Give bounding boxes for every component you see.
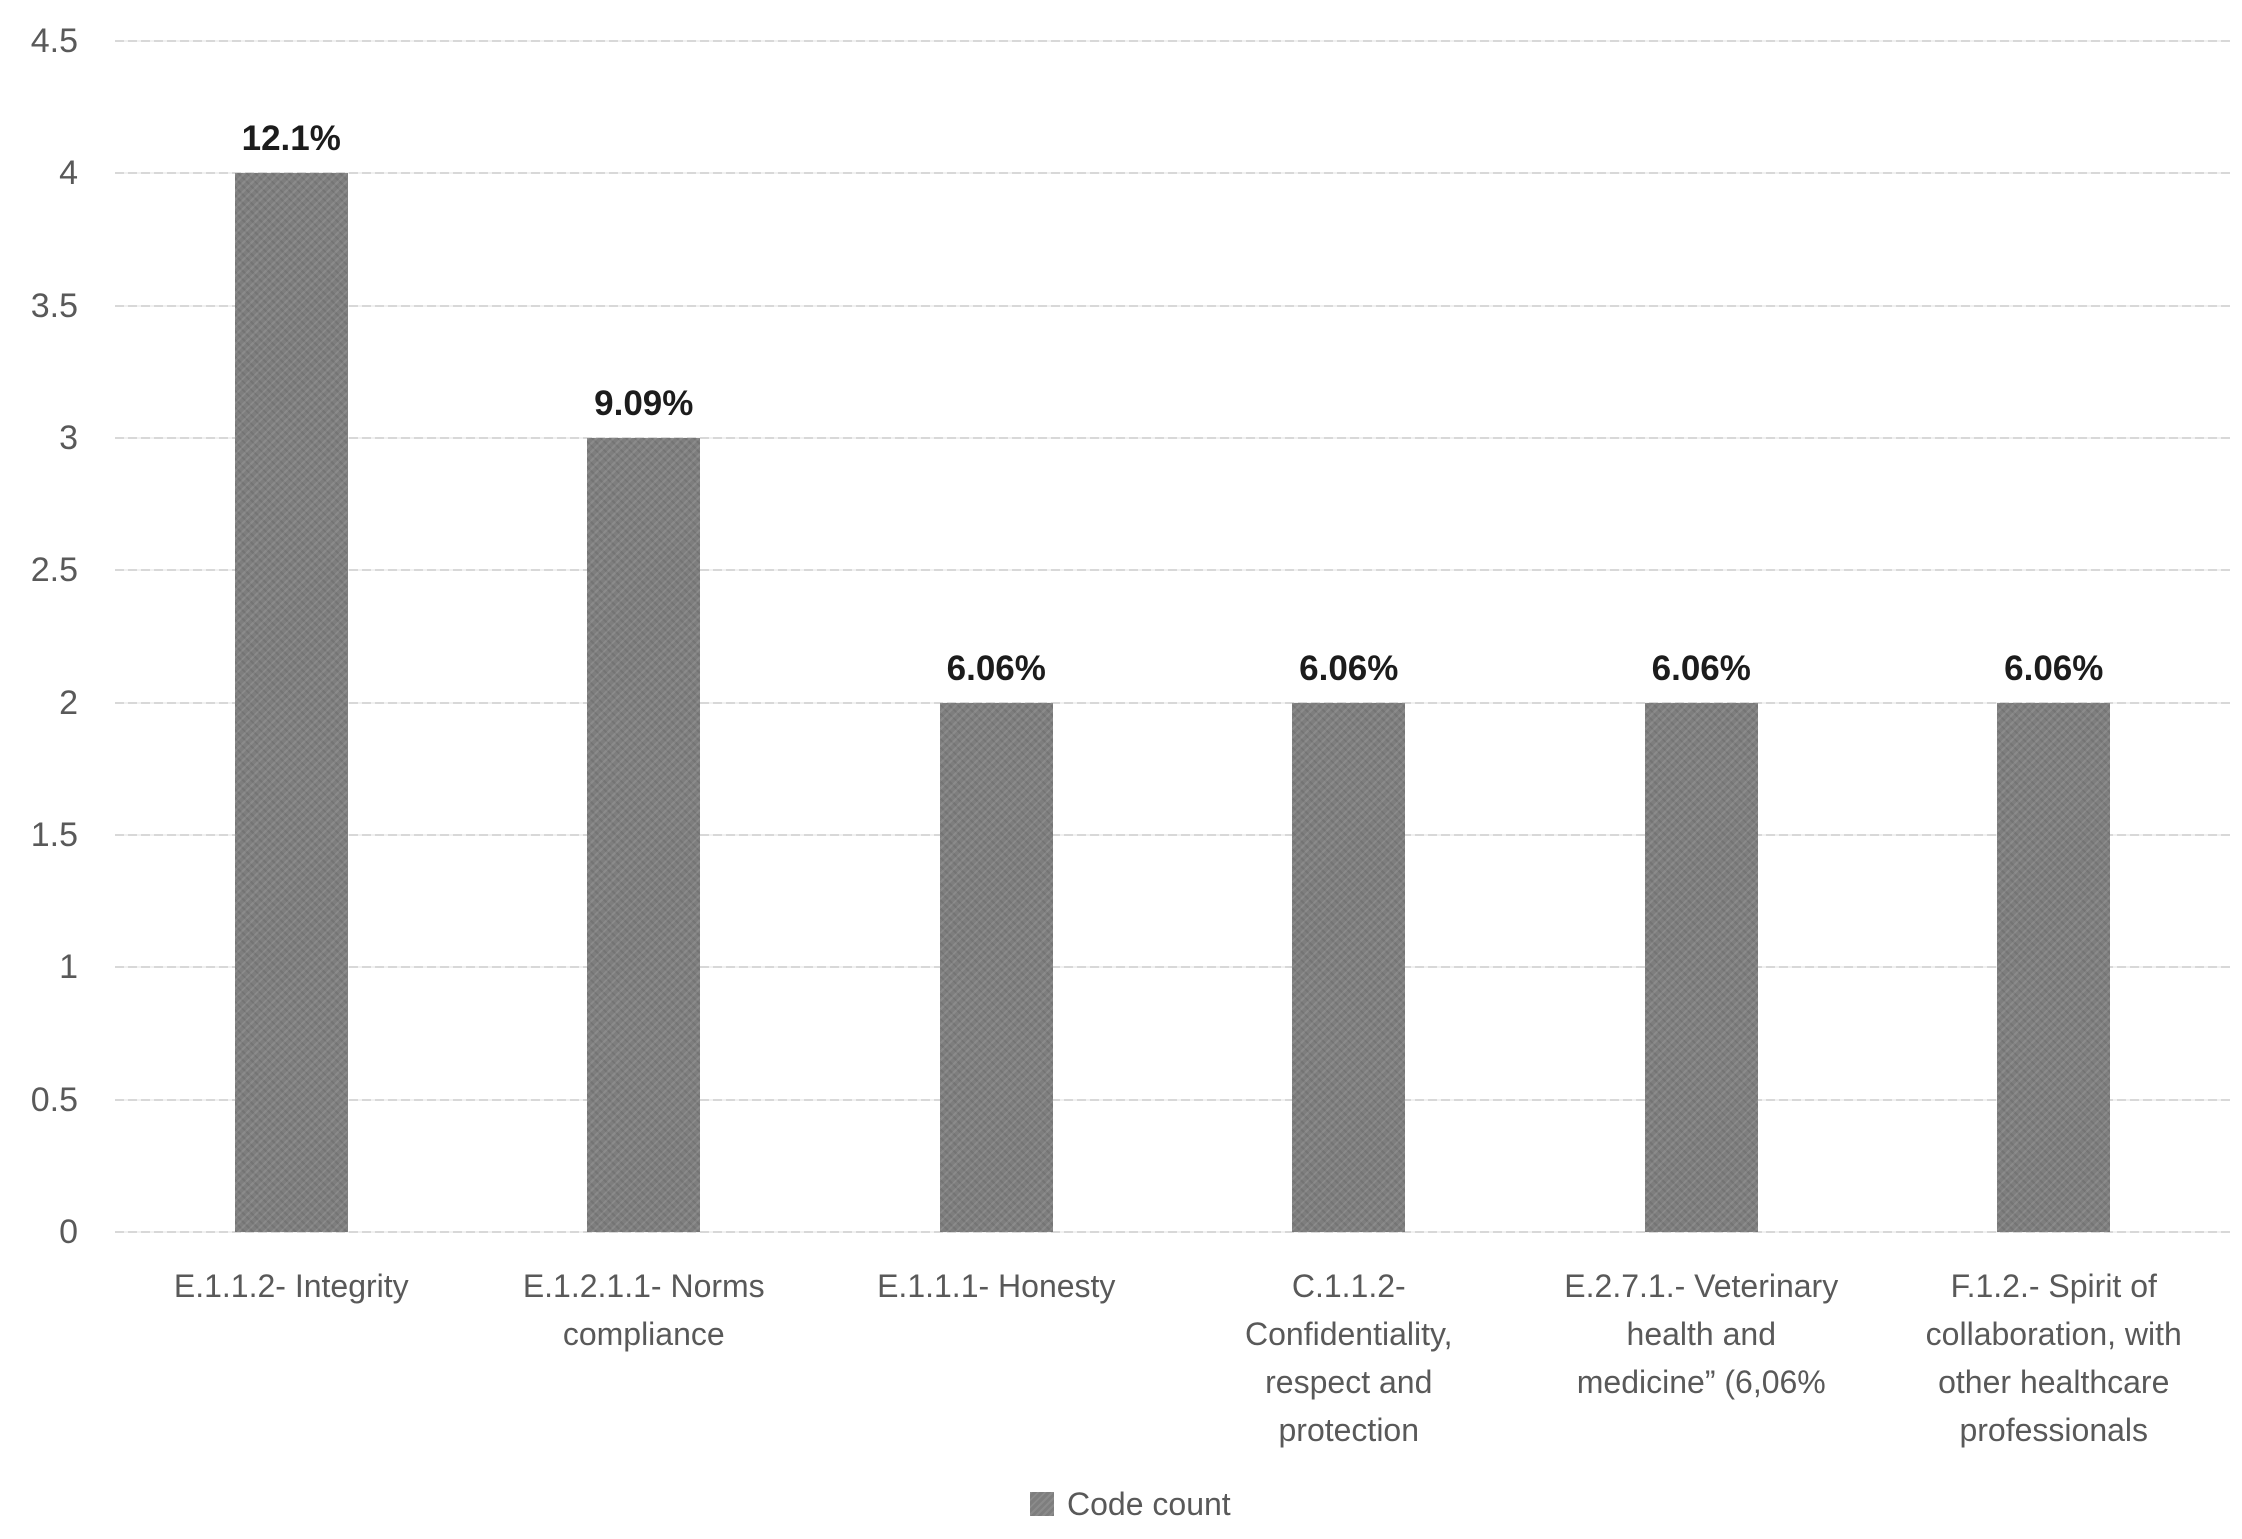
gridline bbox=[115, 966, 2230, 969]
gridline bbox=[115, 304, 2230, 307]
x-axis-category-label: E.1.1.2- Integrity bbox=[173, 1268, 409, 1304]
y-axis-tick-label: 1 bbox=[59, 948, 78, 987]
y-axis-tick-label: 4 bbox=[59, 154, 78, 193]
legend-marker-square bbox=[1030, 1492, 1054, 1516]
bar-value-label: 6.06% bbox=[2004, 648, 2104, 688]
gridline bbox=[115, 40, 2230, 42]
y-axis-tick-label: 2 bbox=[59, 683, 78, 722]
bar-1 bbox=[234, 173, 348, 1232]
legend-label: Code count bbox=[1067, 1486, 1231, 1522]
bar-5 bbox=[1644, 702, 1758, 1232]
gridline bbox=[115, 1098, 2230, 1101]
gridline bbox=[115, 172, 2230, 175]
bar-value-label: 6.06% bbox=[1651, 648, 1751, 688]
bar-4 bbox=[1292, 702, 1406, 1232]
gridline bbox=[115, 569, 2230, 572]
y-axis-tick-label: 2.5 bbox=[30, 551, 78, 590]
y-axis-tick-label: 3 bbox=[59, 419, 78, 457]
bar-6 bbox=[1997, 702, 2111, 1232]
bar-3 bbox=[939, 702, 1053, 1232]
bar-value-label: 12.1% bbox=[241, 119, 341, 159]
y-axis-tick-label: 3.5 bbox=[30, 286, 78, 325]
y-axis-tick-label: 1.5 bbox=[30, 816, 78, 854]
bar-2 bbox=[587, 438, 701, 1232]
x-axis-category-label: F.1.2.- Spirit of collaboration, with ot… bbox=[1925, 1268, 2182, 1448]
bar-value-label: 6.06% bbox=[946, 648, 1046, 688]
y-axis-tick-label: 0 bbox=[59, 1213, 78, 1251]
gridline bbox=[115, 1231, 2230, 1233]
bar-value-label: 9.09% bbox=[594, 384, 694, 423]
gridline bbox=[115, 437, 2230, 439]
gridline bbox=[115, 701, 2230, 704]
x-axis-category-label: E.1.1.1- Honesty bbox=[877, 1268, 1116, 1304]
x-axis-category-label: C.1.1.2- Confidentiality, respect and pr… bbox=[1244, 1268, 1453, 1448]
bar-value-label: 6.06% bbox=[1299, 648, 1399, 688]
x-axis-category-label: E.1.2.1.1- Norms compliance bbox=[522, 1268, 765, 1352]
x-axis-category-label: E.2.7.1.- Veterinary health and medicine… bbox=[1564, 1268, 1839, 1400]
gridline bbox=[115, 834, 2230, 836]
y-axis-tick-label: 0.5 bbox=[30, 1080, 78, 1119]
legend: Code count bbox=[1030, 1488, 1231, 1520]
y-axis-tick-label: 4.5 bbox=[30, 22, 78, 60]
